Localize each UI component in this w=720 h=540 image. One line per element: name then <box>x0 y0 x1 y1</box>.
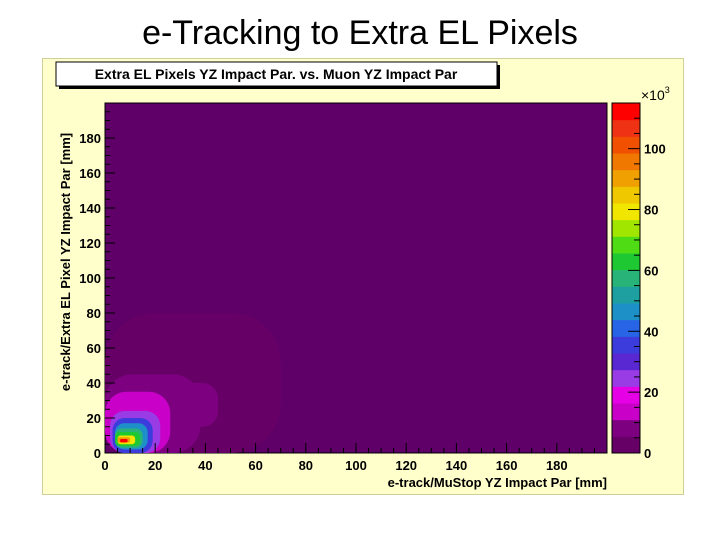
color-scale-band <box>612 153 640 171</box>
z-tick-label: 0 <box>644 446 651 461</box>
y-tick-label: 140 <box>79 201 101 216</box>
color-scale-band <box>612 436 640 454</box>
color-scale-band <box>612 319 640 337</box>
chart-title: Extra EL Pixels YZ Impact Par. vs. Muon … <box>95 66 458 82</box>
y-tick-label: 60 <box>87 341 101 356</box>
color-scale-band <box>612 369 640 387</box>
z-tick-label: 80 <box>644 203 658 218</box>
z-tick-label: 20 <box>644 385 658 400</box>
chart-title-box: Extra EL Pixels YZ Impact Par. vs. Muon … <box>55 61 500 89</box>
z-tick-label: 60 <box>644 263 658 278</box>
z-multiplier-exponent: 3 <box>665 85 670 95</box>
color-scale-band <box>612 403 640 421</box>
x-tick-label: 140 <box>446 458 468 473</box>
x-tick-label: 120 <box>395 458 417 473</box>
color-scale-band <box>612 203 640 221</box>
axes: 0 20 40 60 80 100 120 140 160 180 0 20 40 60 80 100 120 1… <box>79 111 595 473</box>
y-tick-label: 120 <box>79 236 101 251</box>
x-tick-label: 180 <box>546 458 568 473</box>
color-scale-band <box>612 169 640 187</box>
color-scale-band <box>612 303 640 321</box>
color-scale-band <box>612 236 640 254</box>
y-tick-label: 0 <box>94 446 101 461</box>
color-scale-band <box>612 419 640 437</box>
color-scale-band <box>612 269 640 287</box>
color-scale-band <box>612 336 640 354</box>
color-scale-band <box>612 353 640 371</box>
x-tick-label: 160 <box>496 458 518 473</box>
slide-title: e-Tracking to Extra EL Pixels <box>142 14 578 52</box>
color-scale-frame <box>611 102 641 454</box>
color-scale-band <box>612 286 640 304</box>
color-scale-band <box>612 186 640 204</box>
z-tick-label: 40 <box>644 324 658 339</box>
y-tick-label: 40 <box>87 376 101 391</box>
color-scale-band <box>612 219 640 237</box>
x-tick-label: 20 <box>148 458 162 473</box>
y-tick-label: 80 <box>87 306 101 321</box>
y-tick-label: 160 <box>79 166 101 181</box>
z-tick-label: 100 <box>644 142 666 157</box>
y-axis-label: e-track/Extra EL Pixel YZ Impact Par [mm… <box>58 133 73 391</box>
color-scale-band <box>612 253 640 271</box>
x-tick-label: 80 <box>299 458 313 473</box>
heatmap-cells <box>105 313 281 453</box>
heatmap-cell <box>120 439 128 443</box>
x-axis-label: e-track/MuStop YZ Impact Par [mm] <box>388 475 607 490</box>
y-tick-label: 180 <box>79 131 101 146</box>
x-tick-label: 60 <box>248 458 262 473</box>
color-scale: 0 20 40 60 80 100 <box>611 102 666 461</box>
x-tick-label: 100 <box>345 458 367 473</box>
color-scale-band <box>612 136 640 154</box>
z-multiplier: ×103 <box>641 85 670 103</box>
x-tick-label: 0 <box>101 458 108 473</box>
y-tick-label: 20 <box>87 411 101 426</box>
x-tick-label: 40 <box>198 458 212 473</box>
color-scale-band <box>612 386 640 404</box>
y-tick-label: 100 <box>79 271 101 286</box>
color-scale-band <box>612 103 640 121</box>
color-scale-band <box>612 119 640 137</box>
